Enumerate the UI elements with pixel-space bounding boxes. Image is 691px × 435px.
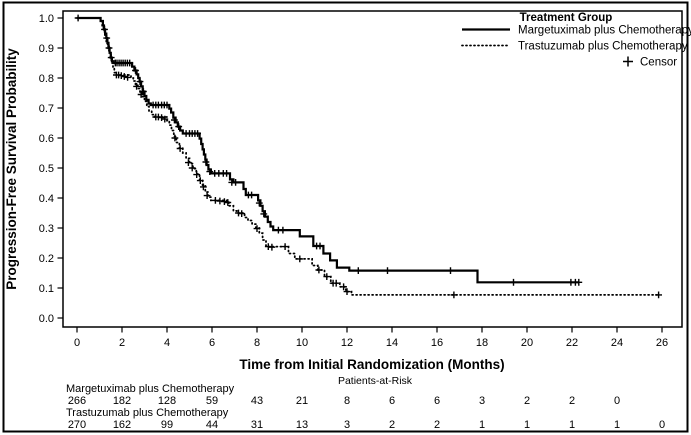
risk-count: 270 bbox=[68, 419, 86, 431]
x-tick-label: 2 bbox=[119, 337, 125, 349]
y-tick-label: 0.6 bbox=[39, 133, 54, 145]
x-tick-label: 24 bbox=[611, 337, 623, 349]
y-tick-label: 1.0 bbox=[39, 13, 54, 25]
risk-count: 182 bbox=[113, 395, 131, 407]
x-tick-label: 14 bbox=[386, 337, 398, 349]
risk-row-label: Margetuximab plus Chemotherapy bbox=[66, 383, 235, 395]
risk-count: 59 bbox=[206, 395, 218, 407]
risk-count: 99 bbox=[161, 419, 173, 431]
x-tick-label: 22 bbox=[566, 337, 578, 349]
km-curve-trastuzumab bbox=[76, 17, 660, 296]
legend-title: Treatment Group bbox=[520, 12, 613, 24]
x-tick-label: 8 bbox=[254, 337, 260, 349]
risk-count: 31 bbox=[251, 419, 263, 431]
risk-count: 21 bbox=[296, 395, 308, 407]
risk-table-title: Patients-at-Risk bbox=[338, 375, 413, 387]
y-tick-label: 0.1 bbox=[39, 283, 54, 295]
risk-count: 6 bbox=[389, 395, 395, 407]
legend-label-margetuximab: Margetuximab plus Chemotherapy bbox=[518, 25, 691, 37]
x-tick-label: 26 bbox=[656, 337, 668, 349]
censor-marks-trastuzumab bbox=[113, 71, 662, 299]
x-axis-title: Time from Initial Randomization (Months) bbox=[239, 357, 504, 372]
y-axis-title: Progression-Free Survival Probability bbox=[4, 48, 19, 290]
y-tick-label: 0.0 bbox=[39, 313, 54, 325]
legend-censor-label: Censor bbox=[640, 57, 677, 69]
x-tick-label: 18 bbox=[476, 337, 488, 349]
y-tick-label: 0.7 bbox=[39, 103, 54, 115]
y-tick-label: 0.8 bbox=[39, 73, 54, 85]
risk-count: 3 bbox=[479, 395, 485, 407]
risk-count: 1 bbox=[479, 419, 485, 431]
risk-count: 0 bbox=[659, 419, 665, 431]
legend-censor-icon bbox=[623, 56, 633, 67]
y-tick-label: 0.2 bbox=[39, 253, 54, 265]
risk-count: 1 bbox=[614, 419, 620, 431]
risk-count: 44 bbox=[206, 419, 218, 431]
y-tick-label: 0.5 bbox=[39, 163, 54, 175]
legend-label-trastuzumab: Trastuzumab plus Chemotherapy bbox=[518, 41, 688, 53]
risk-count: 2 bbox=[434, 419, 440, 431]
risk-count: 162 bbox=[113, 419, 131, 431]
x-tick-label: 16 bbox=[431, 337, 443, 349]
risk-count: 2 bbox=[569, 395, 575, 407]
risk-count: 266 bbox=[68, 395, 86, 407]
risk-count: 2 bbox=[524, 395, 530, 407]
risk-row-label: Trastuzumab plus Chemotherapy bbox=[66, 407, 229, 419]
risk-count: 2 bbox=[389, 419, 395, 431]
risk-count: 3 bbox=[344, 419, 350, 431]
risk-count: 8 bbox=[344, 395, 350, 407]
x-tick-label: 0 bbox=[74, 337, 80, 349]
risk-count: 6 bbox=[434, 395, 440, 407]
risk-count: 1 bbox=[569, 419, 575, 431]
x-tick-label: 6 bbox=[209, 337, 215, 349]
x-tick-label: 10 bbox=[296, 337, 308, 349]
y-tick-label: 0.9 bbox=[39, 43, 54, 55]
risk-count: 1 bbox=[524, 419, 530, 431]
plot-area-box bbox=[62, 10, 683, 328]
y-tick-label: 0.4 bbox=[39, 193, 54, 205]
x-tick-label: 20 bbox=[521, 337, 533, 349]
x-tick-label: 12 bbox=[341, 337, 353, 349]
risk-count: 13 bbox=[296, 419, 308, 431]
x-tick-label: 4 bbox=[164, 337, 170, 349]
risk-count: 128 bbox=[158, 395, 176, 407]
y-tick-label: 0.3 bbox=[39, 223, 54, 235]
risk-count: 43 bbox=[251, 395, 263, 407]
risk-count: 0 bbox=[614, 395, 620, 407]
